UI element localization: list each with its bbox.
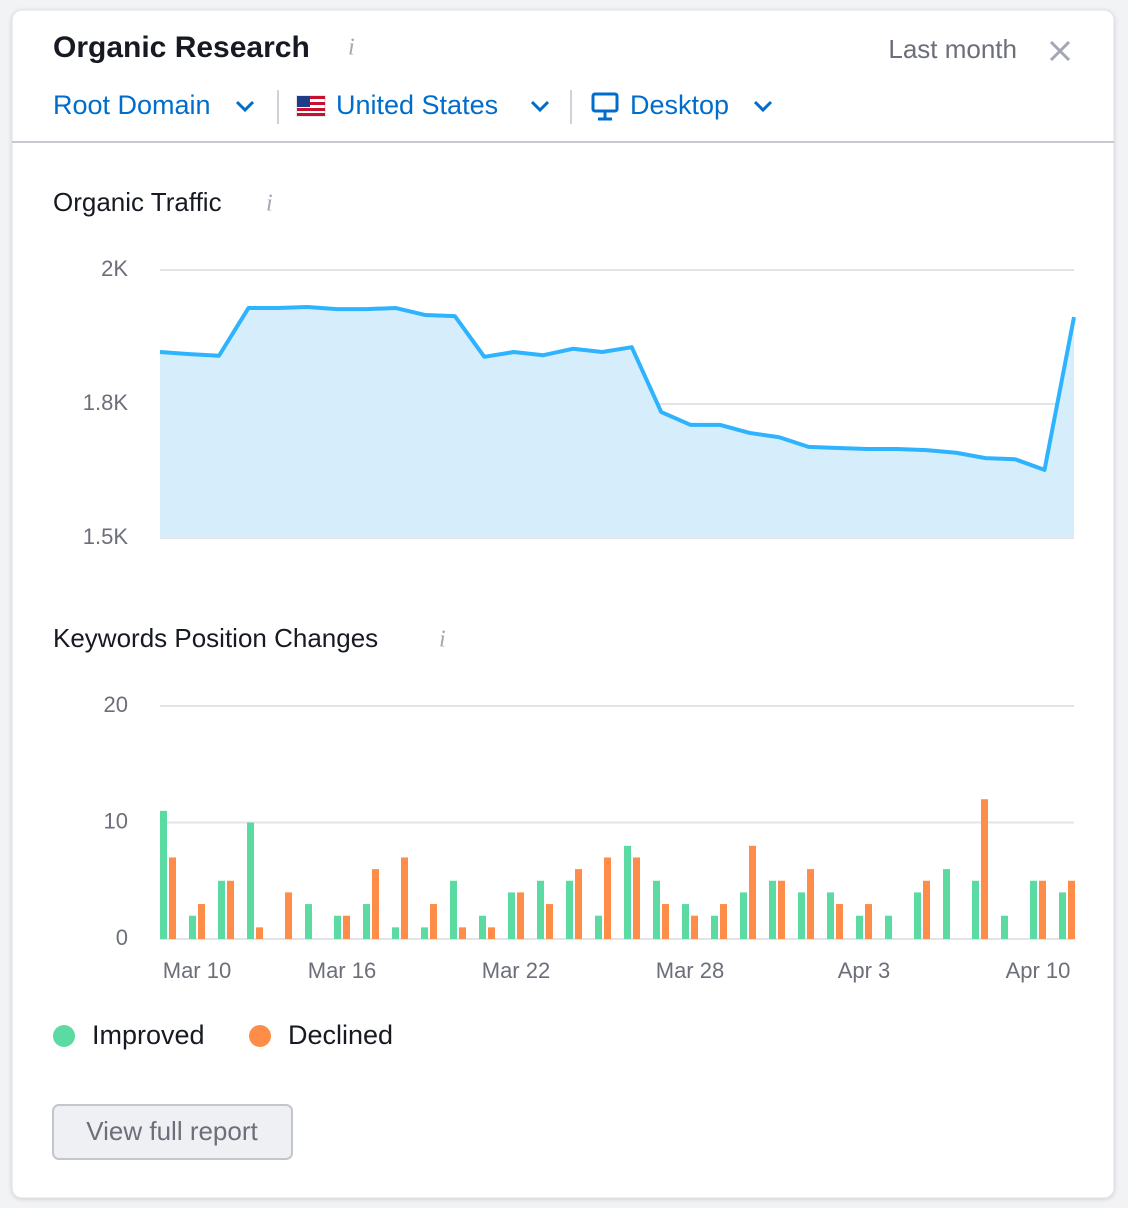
view-report-label[interactable]: View full report xyxy=(86,1116,258,1146)
bar xyxy=(160,810,167,939)
bar xyxy=(1068,880,1075,939)
info-icon[interactable]: i xyxy=(439,627,446,653)
chevron[interactable] xyxy=(753,100,773,113)
bar xyxy=(537,880,544,939)
chart-title: Organic Traffic xyxy=(53,187,222,217)
bar xyxy=(923,880,930,939)
bar xyxy=(633,857,640,939)
area-fill xyxy=(160,306,1074,538)
period[interactable]: Last month xyxy=(888,34,1017,64)
chevron[interactable] xyxy=(235,100,255,113)
chart-title: Keywords Position Changes xyxy=(53,623,378,653)
bar xyxy=(720,904,727,939)
legend: Improved Declined xyxy=(53,1020,393,1050)
traffic-line xyxy=(159,304,1076,472)
bar xyxy=(247,822,254,939)
filter-device[interactable]: Desktop xyxy=(630,90,729,120)
x-tick-label: Mar 22 xyxy=(482,958,550,983)
bar xyxy=(392,927,399,939)
bar xyxy=(914,892,921,939)
bar xyxy=(981,799,988,939)
desktop-icon xyxy=(591,92,619,121)
close-icon[interactable] xyxy=(1049,40,1071,62)
y-tick-label: 10 xyxy=(104,808,128,833)
bar xyxy=(827,892,834,939)
bar xyxy=(749,845,756,939)
bar xyxy=(189,915,196,939)
bar xyxy=(363,904,370,939)
bar xyxy=(372,869,379,939)
bar xyxy=(865,904,872,939)
y-tick-label: 20 xyxy=(104,692,128,717)
bar xyxy=(885,915,892,939)
legend-label: Improved xyxy=(92,1020,205,1050)
bar xyxy=(305,904,312,939)
x-tick-label: Mar 16 xyxy=(308,958,376,983)
bar xyxy=(769,880,776,939)
bar xyxy=(682,904,689,939)
x-tick-label: Mar 10 xyxy=(163,958,231,983)
bar xyxy=(401,857,408,939)
bar xyxy=(459,927,466,939)
bar xyxy=(662,904,669,939)
bar xyxy=(508,892,515,939)
bar xyxy=(546,904,553,939)
bar xyxy=(943,869,950,939)
bar xyxy=(1030,880,1037,939)
bar xyxy=(595,915,602,939)
bar xyxy=(450,880,457,939)
bar xyxy=(430,904,437,939)
y-tick-label: 2K xyxy=(101,256,128,281)
info-icon[interactable]: i xyxy=(348,35,355,61)
info-icon[interactable]: i xyxy=(266,191,273,217)
bar xyxy=(198,904,205,939)
y-tick-label: 1.8K xyxy=(83,390,129,415)
bar xyxy=(218,880,225,939)
bar xyxy=(575,869,582,939)
bar xyxy=(604,857,611,939)
legend-swatch xyxy=(249,1025,271,1047)
bar xyxy=(343,915,350,939)
bar xyxy=(227,880,234,939)
bar xyxy=(488,927,495,939)
legend-swatch xyxy=(53,1025,75,1047)
y-tick-label: 0 xyxy=(116,925,128,950)
filter-root-domain[interactable]: Root Domain xyxy=(53,90,211,120)
bar xyxy=(334,915,341,939)
bar xyxy=(711,915,718,939)
bar xyxy=(169,857,176,939)
bar xyxy=(566,880,573,939)
bar xyxy=(421,927,428,939)
x-tick-label: Apr 10 xyxy=(1006,958,1071,983)
widget-title: Organic Research xyxy=(53,31,310,64)
bar xyxy=(1039,880,1046,939)
bar xyxy=(798,892,805,939)
bar xyxy=(691,915,698,939)
bar xyxy=(517,892,524,939)
x-tick-label: Mar 28 xyxy=(656,958,724,983)
y-tick-label: 1.5K xyxy=(83,524,129,549)
us-flag xyxy=(296,95,326,117)
view-report-button[interactable] xyxy=(52,1104,293,1160)
bar xyxy=(1001,915,1008,939)
x-tick-label: Apr 3 xyxy=(838,958,891,983)
bar xyxy=(778,880,785,939)
bar xyxy=(256,927,263,939)
bar xyxy=(836,904,843,939)
bar xyxy=(653,880,660,939)
chevron[interactable] xyxy=(530,100,550,113)
legend-label: Declined xyxy=(288,1020,393,1050)
bar xyxy=(807,869,814,939)
bar xyxy=(972,880,979,939)
bar xyxy=(624,845,631,939)
filter-country[interactable]: United States xyxy=(336,90,498,120)
bar xyxy=(1059,892,1066,939)
bar xyxy=(740,892,747,939)
bar xyxy=(856,915,863,939)
bar xyxy=(285,892,292,939)
bar xyxy=(479,915,486,939)
